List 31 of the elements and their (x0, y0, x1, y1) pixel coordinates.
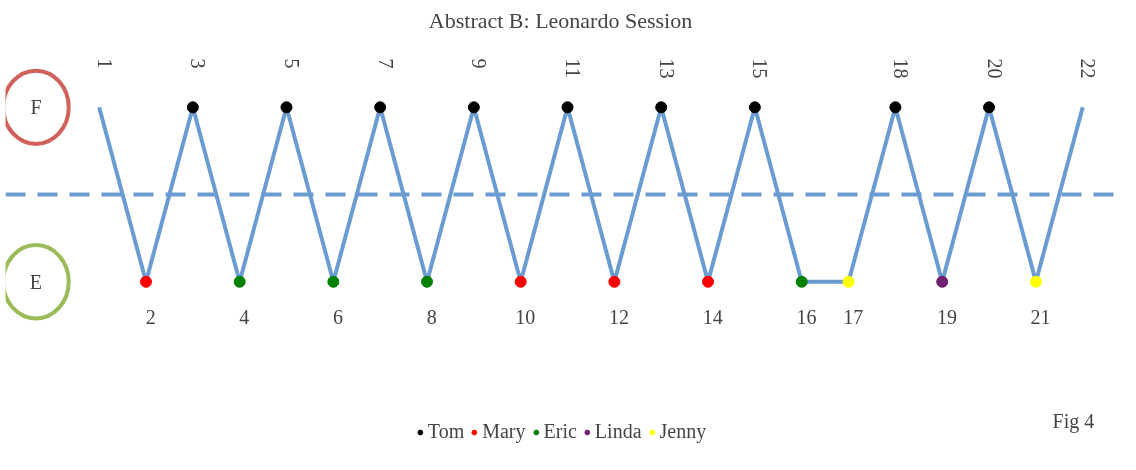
x-tick-label: 8 (426, 305, 437, 328)
legend-label: Eric (543, 420, 577, 443)
x-tick-label: 10 (515, 305, 536, 328)
text: E (29, 270, 43, 293)
x-tick-label: 4 (239, 305, 250, 328)
x-tick-label: 6 (333, 305, 344, 328)
x-tick-label: 1 (93, 58, 116, 69)
legend-label: Linda (594, 420, 642, 443)
x-tick-label: 2 (145, 305, 156, 328)
legend-label: Jenny (659, 420, 707, 443)
x-tick-label: 9 (468, 58, 491, 69)
x-tick-label: 19 (936, 305, 957, 328)
x-tick-label: 15 (749, 58, 772, 79)
legend-label: Tom (427, 420, 465, 443)
text: F (30, 96, 42, 119)
x-tick-label: 17 (843, 305, 864, 328)
x-tick-label: 20 (983, 58, 1006, 79)
x-tick-label: 5 (281, 58, 304, 69)
x-tick-label: 11 (562, 58, 585, 78)
x-tick-label: 7 (374, 58, 397, 69)
caption: Fig 4 (1052, 410, 1095, 434)
x-tick-label: 3 (187, 58, 210, 69)
x-tick-label: 16 (796, 305, 817, 328)
x-tick-label: 18 (889, 58, 912, 79)
x-tick-label: 21 (1030, 305, 1051, 328)
chart-title: Abstract B: Leonardo Session (428, 7, 693, 33)
x-tick-label: 12 (609, 305, 630, 328)
x-tick-label: 13 (655, 58, 678, 79)
legend-label: Mary (482, 420, 526, 443)
x-tick-label: 22 (1077, 58, 1100, 79)
x-tick-label: 14 (702, 305, 723, 328)
